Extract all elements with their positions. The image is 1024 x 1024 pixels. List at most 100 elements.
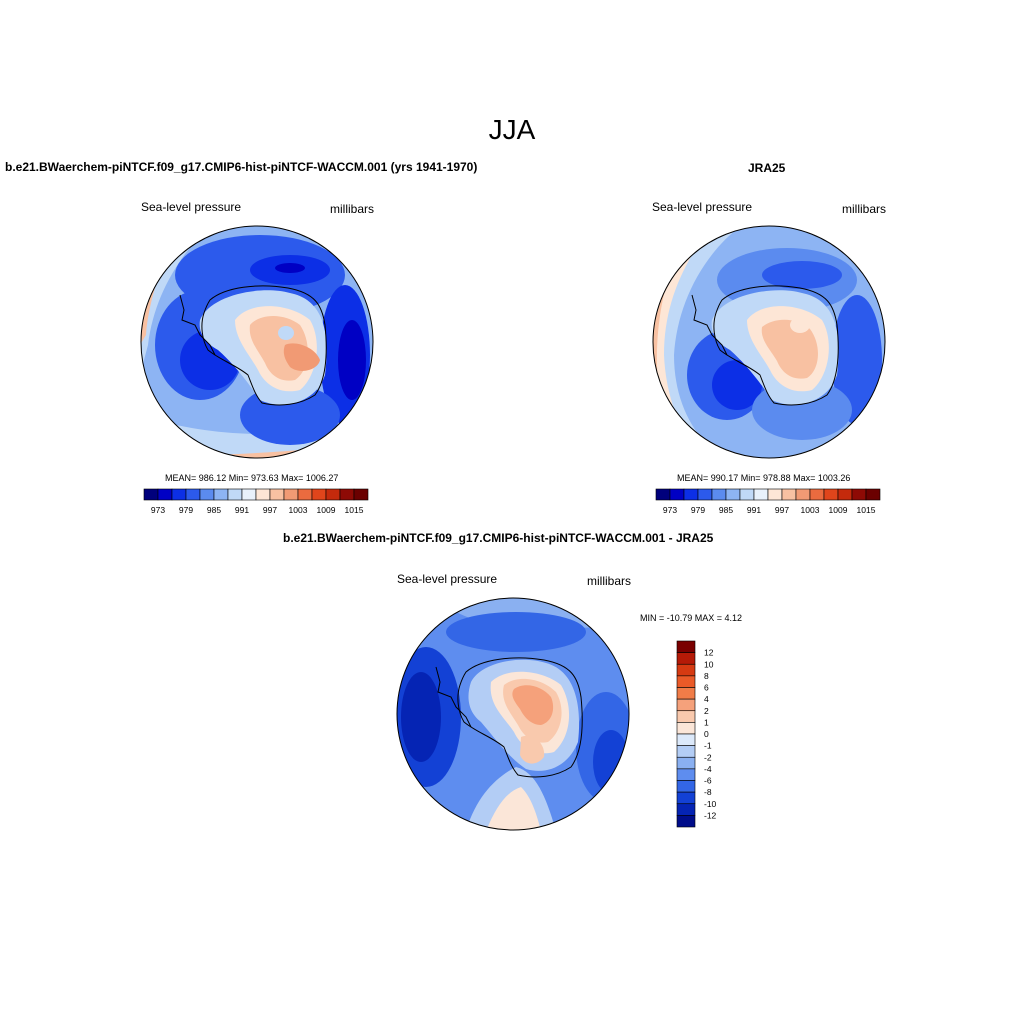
colorbar-tick-label: 1015	[857, 505, 876, 515]
panel-2-colorbar-labels: 973 979 985 991 997 1003 1009 1015	[663, 505, 876, 515]
colorbar-tick-label: 1003	[801, 505, 820, 515]
colorbar-swatch	[676, 756, 696, 770]
colorbar-swatch	[655, 488, 671, 501]
colorbar-swatch	[753, 488, 769, 501]
colorbar-tick-label: 985	[719, 505, 733, 515]
colorbar-swatch	[311, 488, 327, 501]
colorbar-swatch	[353, 488, 369, 501]
colorbar-swatch	[143, 488, 159, 501]
colorbar-tick-label: -10	[704, 799, 716, 809]
colorbar-swatch	[837, 488, 853, 501]
colorbar-tick-label: 979	[179, 505, 193, 515]
colorbar-tick-label: -4	[704, 764, 712, 774]
colorbar-swatch	[781, 488, 797, 501]
panel-3-polar-map	[396, 597, 630, 831]
colorbar-swatch	[676, 675, 696, 688]
panel-3-title: b.e21.BWaerchem-piNTCF.f09_g17.CMIP6-his…	[283, 531, 714, 545]
panel-2-variable-label: Sea-level pressure	[652, 200, 753, 214]
panel-2-colorbar: 973 979 985 991 997 1003 1009 1015	[655, 488, 881, 515]
colorbar-tick-label: 973	[663, 505, 677, 515]
panel-2-polar-map	[652, 225, 886, 459]
colorbar-swatch	[676, 652, 696, 665]
colorbar-swatch	[283, 488, 299, 501]
colorbar-swatch	[676, 815, 696, 828]
colorbar-tick-label: 985	[207, 505, 221, 515]
colorbar-tick-label: 997	[775, 505, 789, 515]
colorbar-tick-label: 8	[704, 671, 709, 681]
colorbar-tick-label: -6	[704, 776, 712, 786]
figure-title: JJA	[488, 114, 536, 145]
colorbar-swatch	[676, 733, 696, 746]
colorbar-tick-label: -12	[704, 810, 716, 820]
colorbar-tick-label: -1	[704, 741, 712, 751]
colorbar-swatch	[809, 488, 825, 501]
colorbar-swatch	[241, 488, 257, 501]
colorbar-swatch	[823, 488, 839, 501]
panel-1-colorbar-boxes	[143, 488, 369, 501]
colorbar-tick-label: 1003	[289, 505, 308, 515]
panel-1-polar-map	[140, 225, 374, 459]
colorbar-swatch	[676, 745, 696, 758]
colorbar-swatch	[297, 488, 313, 501]
colorbar-swatch	[676, 791, 696, 805]
colorbar-swatch	[739, 488, 755, 501]
colorbar-swatch	[339, 488, 355, 501]
colorbar-tick-label: 991	[235, 505, 249, 515]
colorbar-tick-label: 1015	[345, 505, 364, 515]
colorbar-swatch	[795, 488, 811, 501]
panel-2-title: JRA25	[748, 161, 786, 175]
panel-1-stats: MEAN= 986.12 Min= 973.63 Max= 1006.27	[165, 473, 339, 483]
colorbar-swatch	[269, 488, 285, 501]
colorbar-tick-label: 1	[704, 717, 709, 727]
colorbar-swatch	[325, 488, 341, 501]
panel-1-colorbar: 973 979 985 991 997 1003 1009 1015	[143, 488, 369, 515]
colorbar-tick-label: 1009	[317, 505, 336, 515]
colorbar-swatch	[255, 488, 271, 501]
colorbar-swatch	[676, 768, 696, 781]
colorbar-swatch	[725, 488, 741, 501]
panel-3-stats: MIN = -10.79 MAX = 4.12	[640, 613, 743, 623]
colorbar-swatch	[676, 803, 696, 816]
colorbar-tick-label: 991	[747, 505, 761, 515]
colorbar-tick-label: 10	[704, 659, 714, 669]
panel-3-units-label: millibars	[587, 574, 632, 588]
colorbar-swatch	[185, 488, 201, 501]
colorbar-tick-label: 973	[151, 505, 165, 515]
panel-1-title: b.e21.BWaerchem-piNTCF.f09_g17.CMIP6-his…	[5, 160, 478, 174]
colorbar-swatch	[676, 780, 696, 793]
panel-1-colorbar-labels: 973 979 985 991 997 1003 1009 1015	[151, 505, 364, 515]
colorbar-tick-label: 2	[704, 706, 709, 716]
colorbar-swatch	[865, 488, 881, 501]
colorbar-tick-label: 12	[704, 648, 714, 658]
panel-1-units-label: millibars	[330, 202, 375, 216]
colorbar-swatch	[767, 488, 783, 501]
panel-2-units-label: millibars	[842, 202, 887, 216]
colorbar-swatch	[227, 488, 243, 501]
colorbar-tick-label: 979	[691, 505, 705, 515]
colorbar-swatch	[676, 710, 696, 723]
colorbar-swatch	[683, 488, 699, 501]
panel-3-variable-label: Sea-level pressure	[397, 572, 498, 586]
panel-3-colorbar-boxes	[676, 640, 696, 828]
colorbar-tick-label: -8	[704, 787, 712, 797]
colorbar-tick-label: 0	[704, 729, 709, 739]
colorbar-tick-label: 1009	[829, 505, 848, 515]
colorbar-tick-label: 4	[704, 694, 709, 704]
colorbar-swatch	[697, 488, 713, 501]
panel-1-variable-label: Sea-level pressure	[141, 200, 242, 214]
colorbar-swatch	[676, 687, 696, 700]
colorbar-swatch	[669, 488, 685, 501]
colorbar-swatch	[213, 488, 229, 501]
colorbar-tick-label: 997	[263, 505, 277, 515]
colorbar-swatch	[676, 663, 696, 677]
colorbar-swatch	[711, 488, 727, 501]
colorbar-swatch	[676, 722, 696, 735]
colorbar-swatch	[676, 698, 696, 712]
colorbar-swatch	[199, 488, 215, 501]
panel-2-stats: MEAN= 990.17 Min= 978.88 Max= 1003.26	[677, 473, 851, 483]
panel-2-colorbar-boxes	[655, 488, 881, 501]
colorbar-swatch	[157, 488, 173, 501]
colorbar-swatch	[171, 488, 187, 501]
